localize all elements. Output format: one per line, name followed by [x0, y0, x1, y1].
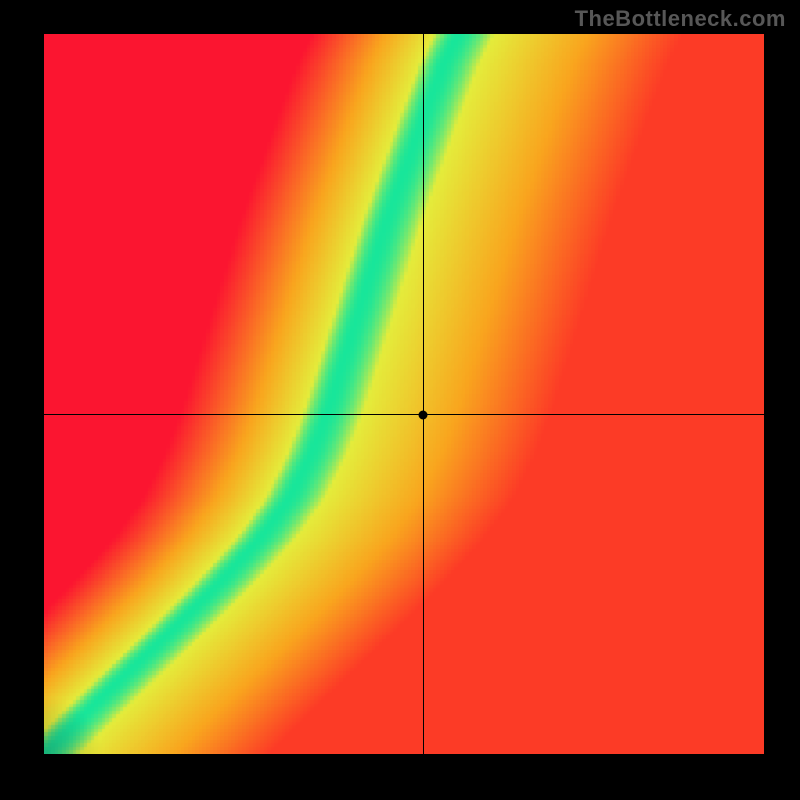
crosshair-horizontal: [44, 414, 764, 415]
watermark-text: TheBottleneck.com: [575, 6, 786, 32]
crosshair-vertical: [423, 34, 424, 754]
bottleneck-heatmap: [44, 34, 764, 754]
crosshair-marker: [419, 410, 428, 419]
